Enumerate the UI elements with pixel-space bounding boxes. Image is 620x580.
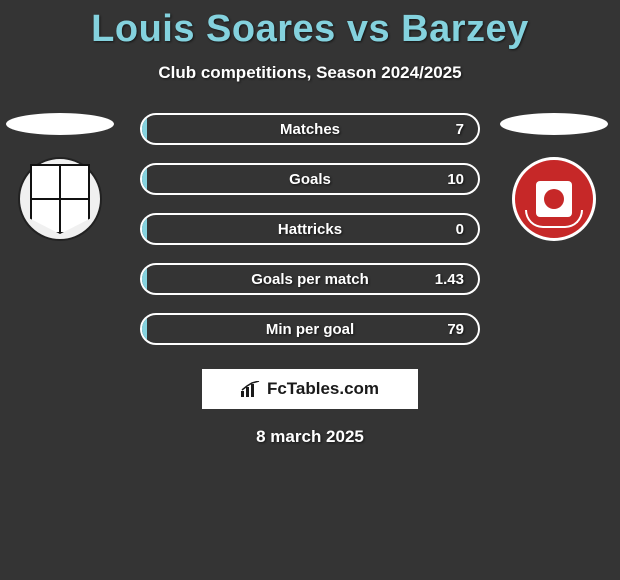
stat-label: Goals per match [251,271,369,288]
player-left-avatar-placeholder [6,113,114,135]
stat-fill [142,215,147,243]
page-subtitle: Club competitions, Season 2024/2025 [0,63,620,83]
stat-value: 79 [447,321,464,338]
stat-row-matches: Matches 7 [140,113,480,145]
stat-label: Min per goal [266,321,354,338]
shield-icon [30,164,90,234]
stat-fill [142,265,147,293]
brand-text: FcTables.com [267,379,379,399]
club-figure-icon [536,181,572,217]
stat-row-goals: Goals 10 [140,163,480,195]
page-title: Louis Soares vs Barzey [0,8,620,51]
club-badge-left [18,157,102,241]
player-left-slot [5,113,115,241]
player-right-avatar-placeholder [500,113,608,135]
bar-chart-icon [241,381,261,397]
stat-value: 0 [456,221,464,238]
stats-list: Matches 7 Goals 10 Hattricks 0 Goals per… [140,113,480,345]
stat-label: Matches [280,121,340,138]
comparison-content: Matches 7 Goals 10 Hattricks 0 Goals per… [0,113,620,447]
player-right-slot [499,113,609,241]
comparison-date: 8 march 2025 [0,427,620,447]
stat-fill [142,315,147,343]
brand-box[interactable]: FcTables.com [202,369,418,409]
stat-label: Hattricks [278,221,342,238]
stat-value: 10 [447,171,464,188]
stat-fill [142,115,147,143]
stat-value: 1.43 [435,271,464,288]
stat-row-min-per-goal: Min per goal 79 [140,313,480,345]
stat-fill [142,165,147,193]
stat-row-goals-per-match: Goals per match 1.43 [140,263,480,295]
club-badge-right [512,157,596,241]
stat-value: 7 [456,121,464,138]
stat-label: Goals [289,171,331,188]
stat-row-hattricks: Hattricks 0 [140,213,480,245]
